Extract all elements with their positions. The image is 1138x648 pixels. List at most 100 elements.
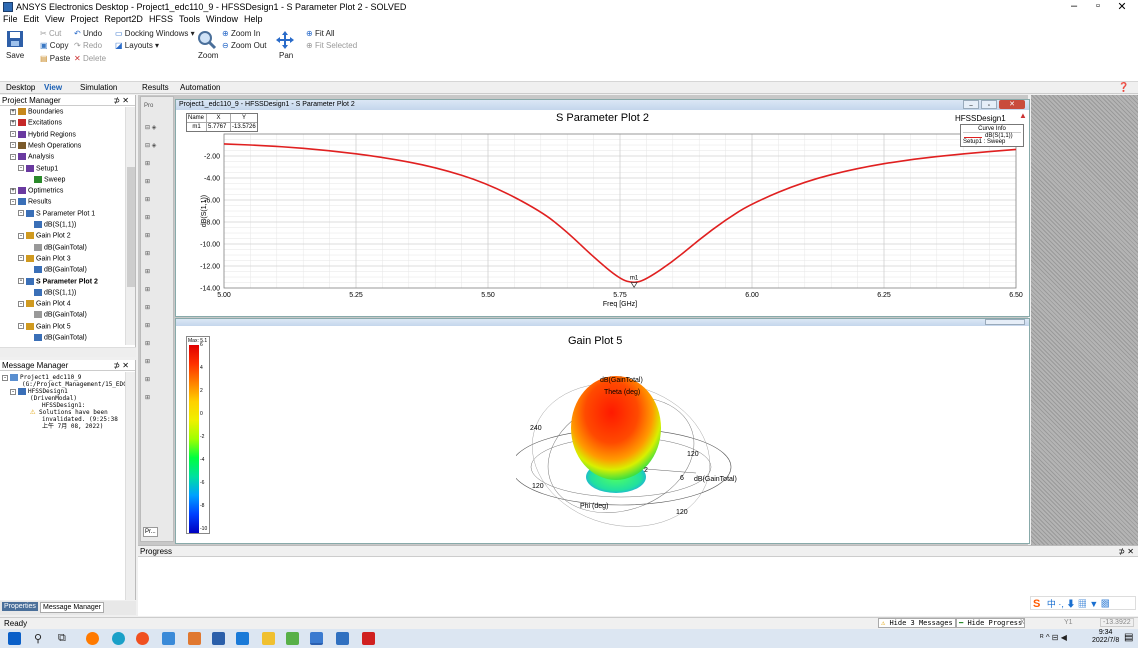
save-button[interactable]: Save: [6, 51, 25, 60]
notification-icon[interactable]: ▤: [1124, 632, 1134, 643]
minimize-button[interactable]: –: [1070, 0, 1078, 12]
tree-expander-icon[interactable]: -: [10, 131, 16, 138]
tree-hscrollbar[interactable]: [0, 347, 136, 357]
s-parameter-chart[interactable]: 5.00 5.25 5.50 5.75 6.00 6.25 6.50 -2.00 -4.00 -6…: [176, 110, 1029, 316]
tree-expander-icon[interactable]: -: [18, 255, 24, 262]
curve-info-legend[interactable]: Curve Info dB(S(1,1)) Setup1 : Sweep: [960, 124, 1024, 147]
tree-item[interactable]: dB(GainTotal): [26, 266, 87, 274]
docking-windows-button[interactable]: ▭ Docking Windows ▾: [115, 29, 195, 38]
tree-item[interactable]: - Setup1: [18, 164, 58, 172]
menu-help[interactable]: Help: [243, 14, 263, 24]
zoom-in-button[interactable]: ⊕ Zoom In: [222, 29, 261, 38]
tab-results[interactable]: Results: [142, 83, 169, 92]
close-button[interactable]: ✕: [1117, 1, 1127, 13]
clock[interactable]: 9:34 2022/7/8: [1092, 629, 1120, 644]
gain-colorbar[interactable]: Max: 5.1 6 4 2 0 -2 -4 -6 -8 -10: [186, 336, 210, 534]
tab-automation[interactable]: Automation: [180, 83, 221, 92]
tree-item[interactable]: dB(S(1,1)): [26, 288, 76, 296]
zoom-button[interactable]: Zoom: [198, 51, 219, 60]
tree-item[interactable]: - Gain Plot 5: [18, 322, 71, 330]
tab-properties[interactable]: Properties: [2, 602, 38, 611]
edge-icon[interactable]: [112, 632, 125, 645]
panel-pin-icon[interactable]: ⊅ ✕: [113, 361, 129, 370]
tree-item[interactable]: + Optimetrics: [10, 187, 63, 194]
tree-item[interactable]: dB(GainTotal): [26, 311, 87, 319]
menu-hfss[interactable]: HFSS: [148, 14, 173, 24]
tree-expander-icon[interactable]: +: [10, 119, 16, 126]
task-view-icon[interactable]: ⧉: [58, 632, 66, 644]
tree-item[interactable]: - Results: [10, 198, 51, 206]
app-icon-green[interactable]: [286, 632, 299, 645]
paste-button[interactable]: ▤ Paste: [40, 54, 71, 63]
copy-button[interactable]: ▣ Copy: [40, 41, 69, 50]
menu-report2d[interactable]: Report2D: [104, 14, 143, 24]
tree-expander-icon[interactable]: -: [18, 232, 24, 239]
menu-tools[interactable]: Tools: [178, 14, 200, 24]
plot-minimize-button[interactable]: –: [963, 100, 979, 109]
tree-item[interactable]: + Excitations: [10, 119, 62, 127]
tree-item[interactable]: - Mesh Operations: [10, 141, 81, 149]
tree-expander-icon[interactable]: -: [18, 210, 24, 217]
message-scrollbar[interactable]: [125, 372, 135, 600]
message-project[interactable]: - Project1_edc110_9: [2, 373, 82, 381]
pan-icon[interactable]: [275, 30, 295, 50]
tab-desktop[interactable]: Desktop: [6, 83, 36, 92]
save-icon[interactable]: [6, 30, 24, 48]
side-tab-pro[interactable]: Pro: [144, 103, 154, 109]
tree-expander-icon[interactable]: -: [18, 300, 24, 307]
pan-button[interactable]: Pan: [279, 51, 294, 60]
start-button-icon[interactable]: [8, 632, 21, 645]
panel-pin-icon[interactable]: ⊅ ✕: [113, 96, 129, 105]
menu-view[interactable]: View: [45, 14, 65, 24]
tree-item[interactable]: - S Parameter Plot 2: [18, 277, 98, 285]
system-tray-icons[interactable]: ᴿ ^ ⊟ ◀: [1040, 633, 1067, 642]
tree-expander-icon[interactable]: +: [10, 187, 16, 194]
app-search-icon[interactable]: [86, 632, 99, 645]
tree-item[interactable]: Sweep: [26, 175, 65, 183]
tree-item[interactable]: dB(S(1,1)): [26, 221, 76, 228]
tree-item[interactable]: - Hybrid Regions: [10, 130, 76, 138]
fit-all-button[interactable]: ⊕ Fit All: [306, 29, 335, 38]
tab-view[interactable]: View: [44, 83, 63, 92]
file-explorer-icon[interactable]: [262, 632, 275, 645]
plot-maximize-button[interactable]: ▫: [981, 100, 997, 109]
side-tab-pr[interactable]: Pr...: [143, 527, 158, 537]
tree-expander-icon[interactable]: -: [10, 198, 16, 205]
app-icon-dark-blue[interactable]: [336, 632, 349, 645]
help-icon[interactable]: ❓: [1118, 82, 1130, 92]
tree-scrollbar[interactable]: [125, 107, 135, 345]
tree-expander-icon[interactable]: -: [18, 323, 24, 330]
word-icon[interactable]: [212, 632, 225, 645]
tab-simulation[interactable]: Simulation: [80, 83, 118, 92]
menu-edit[interactable]: Edit: [23, 14, 40, 24]
hide-progress-button[interactable]: ━ Hide Progress: [956, 618, 1026, 628]
app-icon-blue[interactable]: [236, 632, 249, 645]
tree-expander-icon[interactable]: +: [10, 108, 16, 115]
sogou-icon[interactable]: S: [1033, 598, 1041, 610]
redo-button[interactable]: ↷ Redo: [74, 41, 103, 50]
tree-expander-icon[interactable]: -: [18, 165, 24, 171]
marker-table[interactable]: Name X Y m1 5.7767 -13.5726: [186, 113, 258, 132]
message-design[interactable]: - HFSSDesign1: [10, 387, 68, 395]
gain-window-controls[interactable]: [985, 319, 1025, 325]
file-icon[interactable]: [162, 632, 175, 645]
tree-item[interactable]: - S Parameter Plot 1: [18, 209, 95, 217]
plot-close-button[interactable]: ✕: [999, 100, 1025, 109]
tab-message-manager[interactable]: Message Manager: [40, 602, 104, 613]
app-icon-orange[interactable]: [188, 632, 201, 645]
tree-item[interactable]: - Gain Plot 4: [18, 300, 71, 307]
panel-pin-icon[interactable]: ⊅ ✕: [1118, 547, 1134, 556]
tree-expander-icon[interactable]: -: [10, 142, 16, 149]
menu-file[interactable]: File: [3, 14, 18, 24]
ime-toolbar[interactable]: S 中 ·, ⬇ ▦ ▼ ▩: [1030, 596, 1136, 610]
gain-3d-plot[interactable]: [516, 355, 816, 545]
undo-button[interactable]: ↶ Undo: [74, 29, 103, 38]
ansys-edt-icon[interactable]: [310, 632, 323, 645]
tree-item[interactable]: + Boundaries: [10, 108, 63, 115]
cut-button[interactable]: ✂ Cut: [40, 29, 62, 38]
menu-project[interactable]: Project: [70, 14, 99, 24]
zoom-out-button[interactable]: ⊖ Zoom Out: [222, 41, 267, 50]
tree-item[interactable]: dB(GainTotal): [26, 243, 87, 251]
menu-window[interactable]: Window: [205, 14, 238, 24]
tree-item[interactable]: dB(GainTotal): [26, 334, 87, 341]
